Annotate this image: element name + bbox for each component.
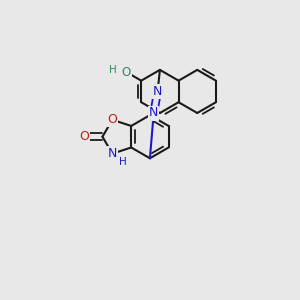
Text: O: O xyxy=(122,65,131,79)
Text: N: N xyxy=(153,85,162,98)
Text: O: O xyxy=(107,113,117,126)
Text: H: H xyxy=(109,65,117,76)
Text: H: H xyxy=(119,157,127,167)
Text: N: N xyxy=(149,106,158,119)
Text: O: O xyxy=(79,130,89,143)
Text: N: N xyxy=(108,147,117,160)
